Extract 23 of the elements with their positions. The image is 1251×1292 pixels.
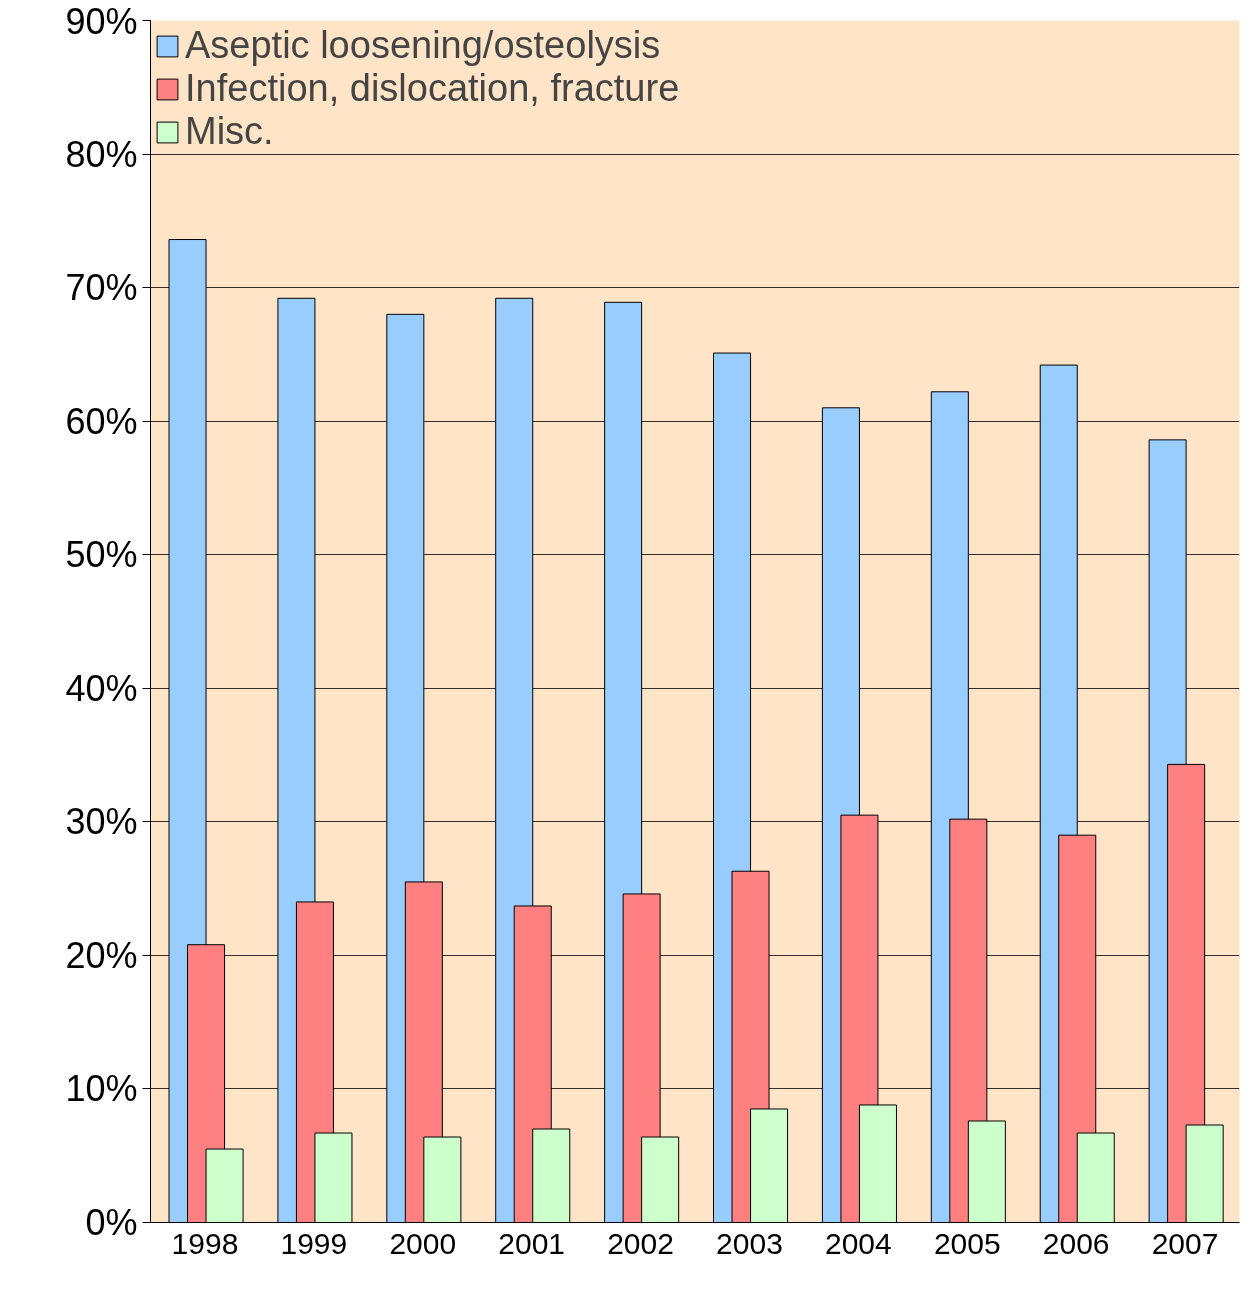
y-tick-label: 10% — [65, 1068, 138, 1110]
y-tick-label: 30% — [65, 801, 138, 843]
x-tick-label: 2007 — [1151, 1226, 1219, 1260]
legend-label: Infection, dislocation, fracture — [185, 67, 680, 110]
legend-label: Misc. — [185, 110, 274, 153]
y-tick-label: 90% — [65, 0, 138, 42]
y-tick-label: 80% — [65, 133, 138, 175]
x-tick-label: 2000 — [389, 1226, 457, 1260]
y-tick-label: 60% — [65, 400, 138, 442]
x-tick-label: 2005 — [933, 1226, 1001, 1260]
x-tick-label: 2003 — [716, 1226, 783, 1260]
y-tick-label: 40% — [65, 667, 138, 709]
y-tick-label: 20% — [65, 934, 138, 976]
y-tick-label: 70% — [65, 267, 138, 309]
x-tick-label: 1998 — [171, 1226, 239, 1260]
y-tick-label: 0% — [85, 1202, 138, 1243]
x-tick-label: 2002 — [607, 1226, 674, 1260]
x-tick-label: 2006 — [1042, 1226, 1110, 1260]
x-tick-label: 2004 — [824, 1226, 892, 1260]
x-tick-label: 1999 — [280, 1226, 348, 1260]
legend-label: Aseptic loosening/osteolysis — [185, 24, 661, 67]
y-tick-label: 50% — [65, 534, 138, 576]
x-tick-label: 2001 — [498, 1226, 566, 1260]
